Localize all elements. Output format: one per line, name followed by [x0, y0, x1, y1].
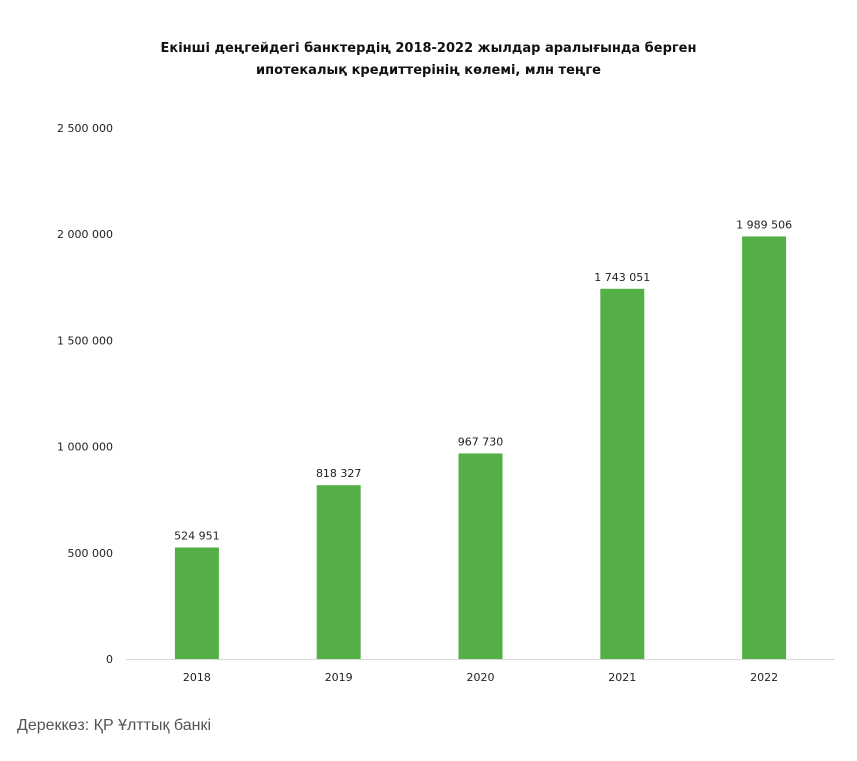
bars: 524 951 818 327 967 730 1 743 051 1 989 506	[174, 218, 792, 659]
x-tick-label: 2021	[608, 671, 636, 684]
bar-2019	[316, 485, 361, 659]
y-tick-label: 2 500 000	[57, 122, 113, 135]
x-tick-label: 2022	[750, 671, 778, 684]
y-tick-label: 0	[106, 653, 113, 666]
x-axis: 2018 2019 2020 2021 2022	[183, 671, 778, 684]
chart-title-line-1: Екінші деңгейдегі банктердің 2018-2022 ж…	[160, 41, 697, 56]
chart-title-line-2: ипотекалық кредиттерінің көлемі, млн тең…	[255, 63, 601, 78]
data-label-2022: 1 989 506	[736, 218, 792, 231]
data-label-2019: 818 327	[316, 467, 362, 480]
y-tick-label: 1 000 000	[57, 441, 113, 454]
data-label-2018: 524 951	[174, 530, 220, 543]
y-tick-label: 2 000 000	[57, 228, 113, 241]
bar-chart: 0 500 000 1 000 000 1 500 000 2 000 000 2 500…	[57, 122, 835, 684]
chart-title: Екінші деңгейдегі банктердің 2018-2022 ж…	[0, 38, 857, 82]
data-label-2021: 1 743 051	[594, 271, 650, 284]
bar-2018	[174, 547, 219, 659]
x-tick-label: 2019	[325, 671, 353, 684]
bar-2021	[600, 288, 645, 659]
y-tick-label: 500 000	[68, 547, 114, 560]
data-label-2020: 967 730	[458, 435, 504, 448]
y-axis: 0 500 000 1 000 000 1 500 000 2 000 000 2 500…	[57, 122, 113, 666]
y-tick-label: 1 500 000	[57, 334, 113, 347]
x-tick-label: 2020	[467, 671, 495, 684]
source-note: Дереккөз: ҚР Ұлттық банкі	[17, 717, 212, 734]
bar-2022	[742, 236, 787, 659]
bar-2020	[458, 453, 503, 659]
x-tick-label: 2018	[183, 671, 211, 684]
